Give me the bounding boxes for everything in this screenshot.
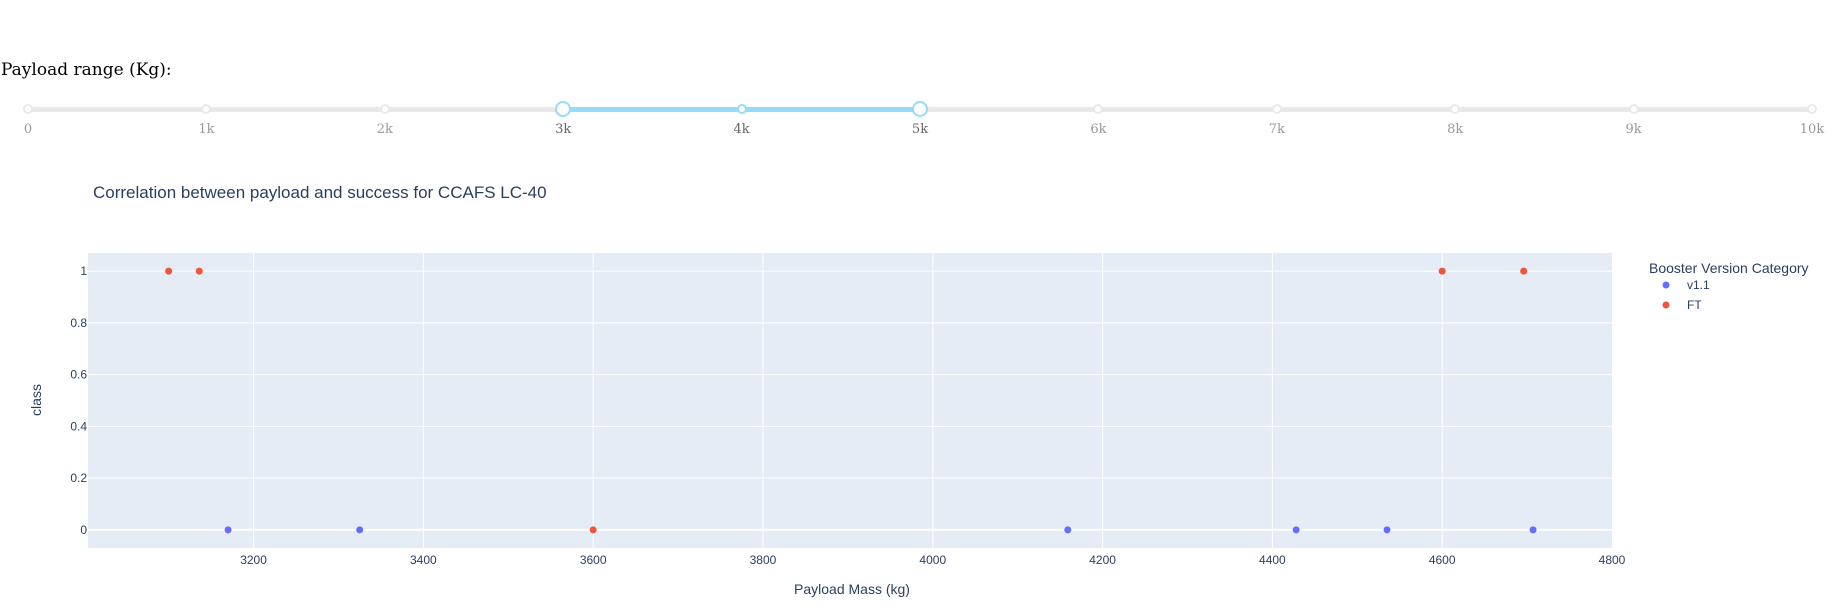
- slider-mark-label: 5k: [911, 122, 929, 137]
- x-tick-label: 4800: [1599, 553, 1626, 567]
- slider-mark-label: 10k: [1799, 122, 1825, 137]
- slider-dot[interactable]: [736, 104, 747, 114]
- data-point-ft: [1438, 267, 1446, 275]
- data-point-v1-1: [1383, 526, 1391, 534]
- x-tick-label: 4600: [1429, 553, 1456, 567]
- payload-range-slider[interactable]: 0 1k 2k 3k 4k 5k 6k 7k 8k 9k 10k: [23, 100, 1824, 140]
- x-tick-label: 3800: [750, 553, 777, 567]
- legend: Booster Version Category v1.1 FT: [1649, 260, 1809, 312]
- slider-mark-label: 1k: [198, 122, 215, 137]
- slider-dot[interactable]: [23, 104, 33, 114]
- legend-item-label: v1.1: [1687, 278, 1710, 292]
- slider-mark-label: 9k: [1625, 122, 1642, 137]
- slider-handle-max[interactable]: [912, 101, 928, 117]
- y-tick-label: 0.6: [70, 368, 87, 382]
- y-tick-label: 0.4: [70, 419, 87, 433]
- slider-dot[interactable]: [379, 104, 390, 114]
- y-tick-label: 1: [80, 264, 87, 278]
- y-axis-ticks: 0 0.2 0.4 0.6 0.8 1: [70, 264, 87, 537]
- data-point-v1-1: [1292, 526, 1300, 534]
- data-points: [165, 267, 1537, 534]
- slider-mark-label: 3k: [555, 122, 572, 137]
- x-tick-label: 3400: [410, 553, 437, 567]
- x-tick-label: 4400: [1259, 553, 1286, 567]
- legend-item-label: FT: [1687, 298, 1702, 312]
- slider-mark-label: 6k: [1090, 122, 1107, 137]
- legend-marker: [1662, 281, 1670, 289]
- data-point-ft: [1520, 267, 1528, 275]
- x-axis-title: Payload Mass (kg): [794, 581, 910, 597]
- legend-title: Booster Version Category: [1649, 260, 1809, 276]
- y-tick-label: 0.8: [70, 316, 87, 330]
- data-point-ft: [589, 526, 597, 534]
- slider-dot[interactable]: [1093, 104, 1104, 114]
- x-tick-label: 3600: [580, 553, 607, 567]
- y-tick-label: 0: [80, 523, 87, 537]
- payload-slider-label: Payload range (Kg):: [1, 60, 172, 80]
- slider-dot[interactable]: [1628, 104, 1639, 114]
- chart-title: Correlation between payload and success …: [93, 183, 547, 202]
- data-point-ft: [165, 267, 173, 275]
- y-tick-label: 0.2: [70, 471, 87, 485]
- slider-mark-label: 7k: [1268, 122, 1285, 137]
- data-point-v1-1: [1529, 526, 1537, 534]
- data-point-v1-1: [356, 526, 364, 534]
- slider-dot[interactable]: [1807, 104, 1817, 114]
- y-axis-title: class: [28, 384, 44, 416]
- plot-area: [88, 253, 1612, 548]
- slider-dot[interactable]: [1271, 104, 1282, 114]
- x-tick-label: 3200: [240, 553, 267, 567]
- slider-mark-label: 4k: [733, 122, 750, 137]
- x-tick-label: 4000: [919, 553, 946, 567]
- x-tick-label: 4200: [1089, 553, 1116, 567]
- slider-dot[interactable]: [201, 104, 212, 114]
- data-point-v1-1: [1064, 526, 1072, 534]
- legend-marker: [1662, 301, 1670, 309]
- slider-handle-min[interactable]: [555, 101, 572, 117]
- slider-mark-label: 2k: [376, 122, 393, 137]
- slider-dot[interactable]: [1450, 104, 1461, 114]
- slider-mark-label: 8k: [1447, 122, 1464, 137]
- payload-success-scatter-chart: Correlation between payload and success …: [28, 183, 1809, 597]
- grid-lines: [88, 253, 1612, 548]
- data-point-v1-1: [224, 526, 232, 534]
- data-point-ft: [195, 267, 203, 275]
- x-axis-ticks: 3200 3400 3600 3800 4000 4200 4400 4600 4800: [240, 553, 1625, 567]
- slider-mark-label: 0: [23, 122, 33, 137]
